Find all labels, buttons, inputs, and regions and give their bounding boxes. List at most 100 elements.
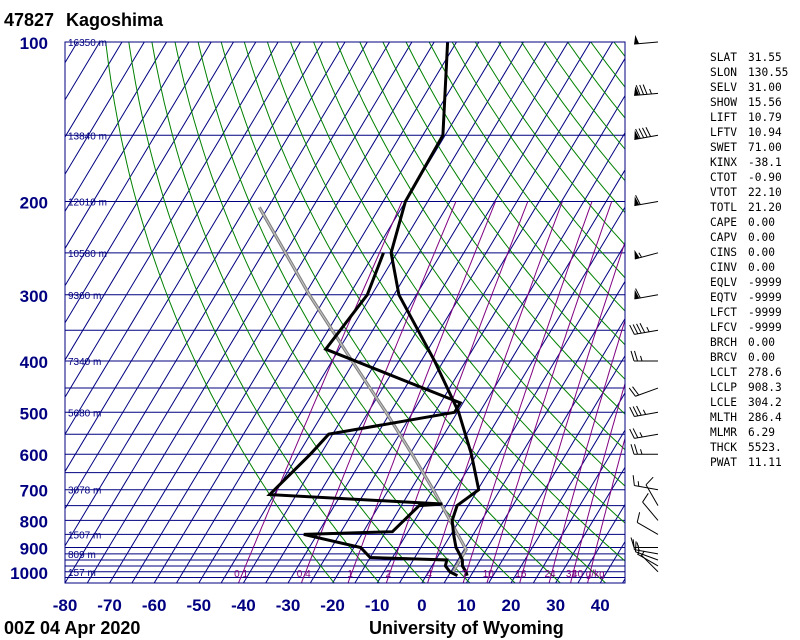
index-row: MLMR 6.29 (710, 425, 788, 440)
dry-adiabat (313, 42, 625, 487)
isotherm (65, 42, 391, 583)
index-value: 11.11 (748, 456, 782, 469)
index-value: 0.00 (748, 336, 775, 349)
isotherm (488, 354, 625, 583)
index-value: 304.2 (748, 396, 782, 409)
index-row: TOTL 21.20 (710, 200, 788, 215)
wind-barb (636, 512, 659, 535)
index-value: 908.3 (748, 381, 782, 394)
isotherm (0, 42, 55, 583)
wind-barb (629, 323, 659, 335)
index-row: LFCV -9999 (710, 320, 788, 335)
index-row: MLTH 286.4 (710, 410, 788, 425)
height-label: 10580 m (68, 249, 107, 260)
index-value: 10.79 (748, 111, 782, 124)
height-label: 12010 m (68, 197, 107, 208)
isotherm (153, 42, 480, 583)
isotherm (287, 42, 614, 583)
mixing-ratio-label: 0.1 (234, 569, 248, 580)
isotherm (242, 42, 569, 583)
index-value: -9999 (748, 291, 782, 304)
mixing-ratio-label: 10 (483, 569, 495, 580)
index-row: LFCT -9999 (710, 305, 788, 320)
wind-barb (632, 539, 659, 555)
isotherm (65, 42, 168, 213)
mixing-ratio-label: 7 (462, 569, 468, 580)
wind-barb (634, 249, 659, 260)
temperature-tick-label: -60 (142, 596, 167, 615)
height-label: 5680 m (68, 408, 101, 419)
height-label: 13840 m (68, 131, 107, 142)
wind-barb (630, 350, 658, 362)
temperature-tick-label: -70 (97, 596, 122, 615)
mixing-ratio-line (462, 201, 593, 583)
pressure-tick-label: 900 (20, 540, 48, 559)
mixing-ratio-line (385, 201, 529, 583)
index-value: 6.29 (748, 426, 775, 439)
isotherm (198, 42, 524, 583)
temperature-tick-label: -80 (53, 596, 78, 615)
isotherm (65, 42, 324, 473)
index-value: 22.10 (748, 186, 782, 199)
index-key: SLAT (710, 51, 737, 64)
index-row: EQTV -9999 (710, 290, 788, 305)
index-value: 0.00 (748, 246, 775, 259)
isotherm (65, 42, 145, 176)
wind-barb (642, 493, 659, 521)
parcel-path-inner (258, 206, 467, 573)
isotherm (65, 42, 257, 361)
index-value: 15.56 (748, 96, 782, 109)
index-key: CTOT (710, 171, 737, 184)
mixing-ratio-label: 32 (566, 569, 578, 580)
index-row: SHOW 15.56 (710, 95, 788, 110)
pressure-tick-label: 200 (20, 193, 48, 212)
index-value: 286.4 (748, 411, 782, 424)
index-value: -9999 (748, 276, 782, 289)
index-key: THCK (710, 441, 737, 454)
dry-adiabat (336, 42, 625, 451)
station-id: 47827 (4, 10, 55, 30)
wind-barb (634, 195, 659, 207)
pressure-tick-label: 1000 (10, 564, 48, 583)
isotherm (176, 42, 502, 583)
index-value: 278.6 (748, 366, 782, 379)
wind-barb (634, 84, 659, 96)
temperature-tick-label: 20 (502, 596, 521, 615)
plot-area (0, 42, 625, 583)
dry-adiabat (428, 42, 625, 312)
index-value: -9999 (748, 321, 782, 334)
station-name: Kagoshima (66, 10, 164, 30)
mixing-ratio-label: 2 (385, 569, 391, 580)
isotherm (65, 42, 212, 287)
mixing-ratio-line (486, 201, 613, 583)
height-label: 3078 m (68, 486, 101, 497)
isotherm (510, 392, 625, 583)
height-label: 1507 m (68, 530, 101, 541)
index-value: 0.00 (748, 261, 775, 274)
data-source: University of Wyoming (369, 618, 564, 638)
stability-indices-list: SLAT 31.55 SLON 130.55 SELV 31.00 SHOW 15.56 LIF… (710, 50, 788, 470)
wind-barbs (628, 34, 659, 573)
index-value: 0.00 (748, 231, 775, 244)
isotherm (65, 42, 101, 101)
index-row: BRCH 0.00 (710, 335, 788, 350)
isotherm (65, 42, 78, 64)
index-key: KINX (710, 156, 737, 169)
isotherm (421, 243, 625, 583)
mixing-ratio-line (587, 436, 625, 583)
pressure-tick-label: 800 (20, 512, 48, 531)
height-label: 7340 m (68, 357, 101, 368)
mixing-ratio-label: 1 (347, 569, 353, 580)
index-row: EQLV -9999 (710, 275, 788, 290)
index-value: 130.55 (748, 66, 789, 79)
index-key: SLON (710, 66, 737, 79)
index-value: -38.1 (748, 156, 782, 169)
wind-barb (632, 475, 659, 491)
index-row: SELV 31.00 (710, 80, 788, 95)
index-row: SLAT 31.55 (710, 50, 788, 65)
isotherm (0, 42, 33, 583)
index-key: PWAT (710, 456, 737, 469)
index-key: SELV (710, 81, 737, 94)
pressure-tick-label: 500 (20, 404, 48, 423)
